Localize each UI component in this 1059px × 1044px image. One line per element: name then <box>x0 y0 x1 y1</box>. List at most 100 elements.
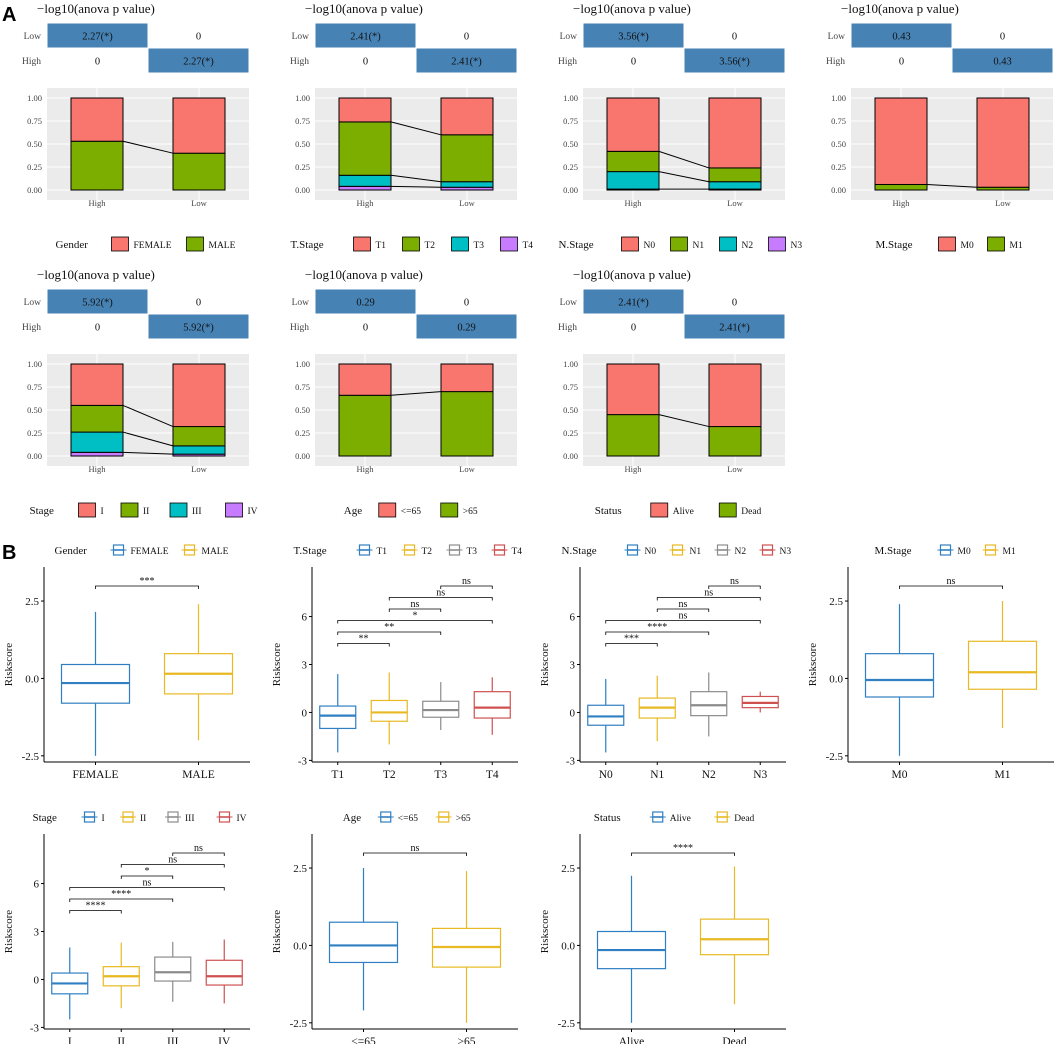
stacked-bar-segment <box>606 97 660 152</box>
x-tick-label: Low <box>191 464 207 474</box>
y-tick-label: 1.00 <box>563 93 578 103</box>
heatmap-cell <box>683 22 786 49</box>
box-iqr <box>370 699 408 722</box>
legend-label: I <box>101 507 104 517</box>
significance-label: *** <box>140 576 155 587</box>
heatmap-cell <box>582 22 685 49</box>
heatmap-cell <box>415 22 518 49</box>
heatmap-cell <box>147 47 250 74</box>
heatmap-cell <box>582 288 685 315</box>
boxplot-panel-12: -2.5 0.0 2.5 Riskscore <=65 >65 ns Age <=65 >65 <box>271 811 518 1044</box>
x-tick-label: FEMALE <box>73 769 119 781</box>
y-axis-label: Riskscore <box>3 910 15 954</box>
stacked-panel-3: −log10(anova p value) Low 0.43 0 High 0 0.43 0.… <box>826 1 1054 252</box>
stacked-bar-segment <box>70 404 124 433</box>
significance-bracket <box>69 910 122 914</box>
legend-label: N1 <box>693 241 705 251</box>
significance-bracket <box>363 852 467 856</box>
heatmap-row-label: Low <box>24 298 42 308</box>
x-tick-label: T4 <box>486 769 499 781</box>
legend-label: II <box>140 814 146 824</box>
legend-label: T4 <box>523 241 534 251</box>
y-tick-label: 0.50 <box>27 405 42 415</box>
significance-bracket <box>337 643 390 647</box>
significance-label: ns <box>730 576 739 587</box>
stacked-bar-segment <box>172 445 226 455</box>
y-tick-label: 3 <box>570 660 576 672</box>
heatmap-cell-value: 0.29 <box>457 323 475 334</box>
y-tick-label: 0.50 <box>27 139 42 149</box>
x-tick-label: N0 <box>599 769 613 781</box>
significance-bracket <box>69 887 225 891</box>
heatmap-cell-value: 0 <box>631 57 636 68</box>
heatmap-cell <box>46 313 149 340</box>
legend-label: N0 <box>645 547 657 557</box>
connector-line <box>658 171 710 183</box>
heatmap-row-label: High <box>22 57 41 67</box>
legend-title: Age <box>343 812 361 824</box>
significance-bracket <box>899 585 1003 589</box>
x-tick-label: High <box>625 198 643 208</box>
significance-bracket <box>605 620 761 624</box>
connector-line <box>122 404 174 428</box>
box-iqr <box>205 959 243 986</box>
heatmap-cell-value: 0 <box>732 298 737 309</box>
x-tick-label: II <box>117 1036 125 1044</box>
legend-label: M1 <box>1003 547 1016 557</box>
legend-label: >65 <box>463 507 478 517</box>
y-axis-label: Riskscore <box>807 643 819 687</box>
heatmap-cell-value: 0 <box>464 32 469 43</box>
significance-label: ns <box>462 576 471 587</box>
heatmap-cell <box>147 313 250 340</box>
heatmap-cell <box>582 47 685 74</box>
legend-label: M0 <box>958 547 971 557</box>
y-tick-label: 0.25 <box>831 162 846 172</box>
legend-key <box>440 502 459 518</box>
box-iqr <box>319 705 357 730</box>
legend-label: T4 <box>512 547 523 557</box>
connector-line <box>390 391 442 396</box>
y-axis-label: Riskscore <box>539 910 551 954</box>
heatmap-cell-value: 2.41(*) <box>451 57 482 68</box>
significance-label: * <box>145 866 150 877</box>
significance-bracket <box>605 643 658 647</box>
box-iqr <box>967 640 1038 690</box>
box-iqr <box>587 704 625 726</box>
legend-title: Age <box>344 505 362 517</box>
legend-title: Stage <box>33 812 58 824</box>
y-tick-label: 0.50 <box>563 139 578 149</box>
x-tick-label: MALE <box>182 769 215 781</box>
connector-line <box>122 431 174 447</box>
legend-label: N1 <box>690 547 702 557</box>
significance-label: ns <box>679 599 688 610</box>
y-tick-label: 1.00 <box>831 93 846 103</box>
legend-label: N3 <box>791 241 803 251</box>
y-tick-label: 6 <box>570 612 576 624</box>
box-iqr <box>328 921 399 964</box>
heatmap-cell <box>582 313 685 340</box>
heatmap-cell-value: 2.27(*) <box>82 32 113 43</box>
significance-bracket <box>120 864 225 868</box>
stacked-panel-4: −log10(anova p value) Low 5.92(*) 0 High 0 5.9… <box>22 267 258 518</box>
connector-line <box>658 150 710 169</box>
legend-key <box>225 502 243 518</box>
y-tick-label: 0.0 <box>829 673 843 685</box>
y-tick-label: 0 <box>34 974 40 986</box>
legend-title: M.Stage <box>876 239 913 251</box>
stacked-bar-segment <box>338 121 392 176</box>
heatmap-cell-value: 0 <box>95 323 100 334</box>
y-tick-label: 0.25 <box>563 428 578 438</box>
stacked-bar-segment <box>708 181 762 190</box>
significance-bracket <box>440 585 493 589</box>
significance-label: ns <box>168 855 177 866</box>
heatmap-cell-value: 2.27(*) <box>183 57 214 68</box>
heatmap-cell-value: 0 <box>363 323 368 334</box>
stacked-bar-segment <box>70 97 124 142</box>
connector-line <box>658 414 710 428</box>
y-tick-label: 0.75 <box>27 382 42 392</box>
x-tick-label: Low <box>727 198 743 208</box>
legend-label: M1 <box>1010 241 1023 251</box>
x-tick-label: III <box>167 1036 179 1044</box>
